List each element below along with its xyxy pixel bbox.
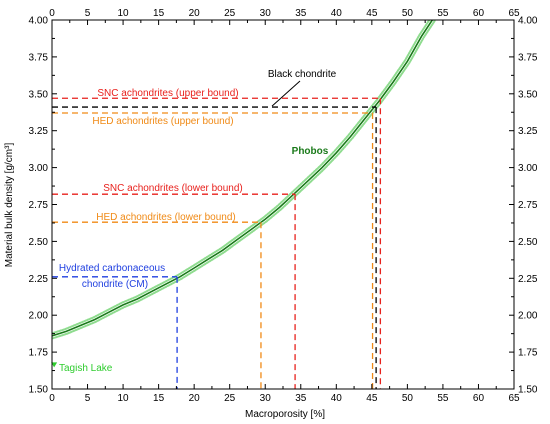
- y-tick-label-right-9: 3.75: [518, 52, 538, 63]
- y-tick-label-left-2: 2.00: [29, 311, 49, 322]
- phobos-line: [52, 20, 433, 337]
- x-tick-label-bottom-8: 40: [331, 393, 343, 404]
- x-tick-label-top-8: 40: [331, 8, 343, 19]
- x-axis-title: Macroporosity [%]: [245, 409, 325, 420]
- x-tick-label-bottom-11: 55: [437, 393, 449, 404]
- x-tick-label-top-5: 25: [224, 8, 236, 19]
- label-snc-upper: SNC achondrites (upper bound): [97, 88, 238, 99]
- y-tick-label-left-6: 3.00: [29, 163, 49, 174]
- x-tick-label-bottom-6: 30: [260, 393, 272, 404]
- label-black-chondrite: Black chondrite: [268, 69, 337, 80]
- y-tick-label-left-9: 3.75: [29, 52, 49, 63]
- x-tick-label-top-0: 0: [49, 8, 55, 19]
- y-tick-label-right-10: 4.00: [518, 16, 538, 27]
- x-tick-label-bottom-5: 25: [224, 393, 236, 404]
- point-marker-0: [51, 362, 58, 368]
- y-tick-label-left-3: 2.25: [29, 274, 49, 285]
- y-tick-label-left-1: 1.75: [29, 348, 49, 359]
- y-tick-label-right-4: 2.50: [518, 237, 538, 248]
- x-tick-label-bottom-0: 0: [49, 393, 55, 404]
- x-tick-label-top-3: 15: [153, 8, 165, 19]
- x-tick-label-top-9: 45: [366, 8, 378, 19]
- label-cm-line2: chondrite (CM): [82, 279, 148, 290]
- label-cm-line1: Hydrated carbonaceous: [59, 263, 165, 274]
- axis-ticks: [51, 19, 515, 390]
- x-tick-label-top-11: 55: [437, 8, 449, 19]
- y-tick-label-left-4: 2.50: [29, 237, 49, 248]
- x-tick-label-bottom-7: 35: [295, 393, 307, 404]
- y-axis-title: Material bulk density [g/cm³]: [4, 143, 15, 268]
- label-phobos: Phobos: [292, 146, 329, 157]
- x-tick-label-bottom-13: 65: [508, 393, 520, 404]
- x-tick-label-bottom-9: 45: [366, 393, 378, 404]
- y-tick-label-right-2: 2.00: [518, 311, 538, 322]
- x-tick-label-top-2: 10: [118, 8, 130, 19]
- x-tick-label-top-4: 20: [189, 8, 201, 19]
- x-tick-label-top-1: 5: [85, 8, 91, 19]
- x-tick-label-bottom-10: 50: [402, 393, 414, 404]
- label-hed-lower: HED achondrites (lower bound): [96, 212, 236, 223]
- y-tick-label-right-6: 3.00: [518, 163, 538, 174]
- x-tick-label-top-12: 60: [473, 8, 485, 19]
- y-tick-label-left-8: 3.50: [29, 89, 49, 100]
- x-tick-label-top-7: 35: [295, 8, 307, 19]
- y-tick-label-right-5: 2.75: [518, 200, 538, 211]
- data-points: [51, 362, 58, 368]
- y-tick-label-left-5: 2.75: [29, 200, 49, 211]
- x-tick-label-bottom-12: 60: [473, 393, 485, 404]
- y-tick-label-right-1: 1.75: [518, 348, 538, 359]
- label-hed-upper: HED achondrites (upper bound): [92, 116, 233, 127]
- x-tick-label-top-6: 30: [260, 8, 272, 19]
- x-tick-label-bottom-3: 15: [153, 393, 165, 404]
- text-labels: 0055101015152020252530303535404045455050…: [29, 8, 538, 404]
- y-tick-label-right-7: 3.25: [518, 126, 538, 137]
- x-tick-label-top-10: 50: [402, 8, 414, 19]
- x-tick-label-top-13: 65: [508, 8, 520, 19]
- black-chondrite-leader: [271, 80, 301, 107]
- phobos-curve: [52, 20, 433, 337]
- y-tick-label-left-7: 3.25: [29, 126, 49, 137]
- y-tick-label-left-10: 4.00: [29, 16, 49, 27]
- y-tick-label-left-0: 1.50: [29, 385, 49, 396]
- x-tick-label-bottom-4: 20: [189, 393, 201, 404]
- x-tick-label-bottom-1: 5: [85, 393, 91, 404]
- y-tick-label-right-0: 1.50: [518, 385, 538, 396]
- y-tick-label-right-8: 3.50: [518, 89, 538, 100]
- y-tick-label-right-3: 2.25: [518, 274, 538, 285]
- label-tagish-lake: Tagish Lake: [59, 363, 113, 374]
- label-snc-lower: SNC achondrites (lower bound): [103, 183, 243, 194]
- reference-lines: [52, 97, 382, 389]
- x-tick-label-bottom-2: 10: [118, 393, 130, 404]
